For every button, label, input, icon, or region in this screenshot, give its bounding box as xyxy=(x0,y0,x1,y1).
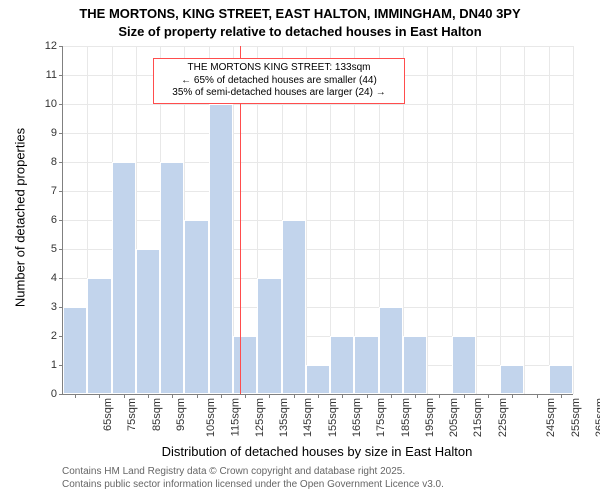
plot-area: 012345678910111265sqm75sqm85sqm95sqm105s… xyxy=(62,46,573,395)
x-tick-label: 195sqm xyxy=(424,398,436,437)
y-tick-label: 11 xyxy=(46,69,63,81)
x-tick-label: 225sqm xyxy=(497,398,509,437)
footer-line2: Contains public sector information licen… xyxy=(62,479,444,492)
histogram-bar xyxy=(379,307,403,394)
x-tick-label: 245sqm xyxy=(545,398,557,437)
histogram-bar xyxy=(233,336,257,394)
histogram-bar xyxy=(87,278,111,394)
x-tick-label: 255sqm xyxy=(570,398,582,437)
histogram-bar xyxy=(500,365,524,394)
x-tick-label: 165sqm xyxy=(351,398,363,437)
x-tick-label: 75sqm xyxy=(126,398,138,431)
x-tick-label: 125sqm xyxy=(254,398,266,437)
x-tick-label: 155sqm xyxy=(327,398,339,437)
x-tick-label: 135sqm xyxy=(278,398,290,437)
x-tick-label: 95sqm xyxy=(175,398,187,431)
histogram-bar xyxy=(403,336,427,394)
y-axis-label: Number of detached properties xyxy=(13,118,28,318)
y-tick-label: 3 xyxy=(51,301,63,313)
histogram-bar xyxy=(257,278,281,394)
y-tick-label: 5 xyxy=(51,243,63,255)
x-tick-label: 85sqm xyxy=(151,398,163,431)
x-tick-label: 205sqm xyxy=(448,398,460,437)
annotation-line: 35% of semi-detached houses are larger (… xyxy=(160,87,398,100)
x-tick-label: 115sqm xyxy=(229,398,241,436)
histogram-bar xyxy=(63,307,87,394)
x-axis-label: Distribution of detached houses by size … xyxy=(62,444,572,459)
x-tick-label: 105sqm xyxy=(205,398,217,437)
x-tick-label: 265sqm xyxy=(594,398,600,437)
y-tick-label: 12 xyxy=(45,40,63,52)
y-tick-label: 9 xyxy=(51,127,63,139)
histogram-bar xyxy=(160,162,184,394)
histogram-bar xyxy=(112,162,136,394)
x-tick-label: 215sqm xyxy=(473,398,485,437)
histogram-bar xyxy=(209,104,233,394)
x-tick-label: 65sqm xyxy=(102,398,114,431)
histogram-bar xyxy=(184,220,208,394)
histogram-bar xyxy=(282,220,306,394)
histogram-bar xyxy=(452,336,476,394)
y-tick-label: 0 xyxy=(51,388,63,400)
chart-title-line2: Size of property relative to detached ho… xyxy=(0,24,600,39)
y-tick-label: 4 xyxy=(51,272,63,284)
x-tick-label: 175sqm xyxy=(375,398,387,437)
y-tick-label: 1 xyxy=(51,359,63,371)
histogram-bar xyxy=(306,365,330,394)
footer-attribution: Contains HM Land Registry data © Crown c… xyxy=(62,466,444,491)
chart-container: THE MORTONS, KING STREET, EAST HALTON, I… xyxy=(0,0,600,500)
y-tick-label: 10 xyxy=(45,98,63,110)
y-tick-label: 6 xyxy=(51,214,63,226)
annotation-line: ← 65% of detached houses are smaller (44… xyxy=(160,75,398,88)
histogram-bar xyxy=(136,249,160,394)
histogram-bar xyxy=(330,336,354,394)
histogram-bar xyxy=(549,365,573,394)
chart-title-line1: THE MORTONS, KING STREET, EAST HALTON, I… xyxy=(0,6,600,21)
y-tick-label: 7 xyxy=(51,185,63,197)
footer-line1: Contains HM Land Registry data © Crown c… xyxy=(62,466,444,479)
x-tick-label: 185sqm xyxy=(400,398,412,437)
x-tick-label: 145sqm xyxy=(303,398,315,437)
chart-annotation: THE MORTONS KING STREET: 133sqm← 65% of … xyxy=(153,58,405,104)
histogram-bar xyxy=(354,336,378,394)
y-tick-label: 8 xyxy=(51,156,63,168)
annotation-line: THE MORTONS KING STREET: 133sqm xyxy=(160,62,398,75)
y-tick-label: 2 xyxy=(51,330,63,342)
